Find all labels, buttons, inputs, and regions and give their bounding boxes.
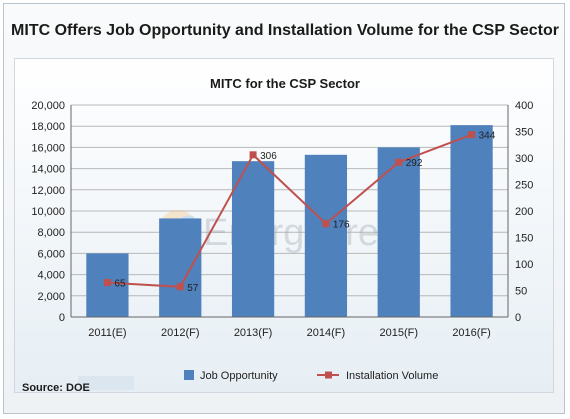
y-tick-right: 0: [515, 312, 521, 324]
y-tick-left: 8,000: [37, 227, 65, 239]
y-tick-right: 200: [515, 206, 533, 218]
y-tick-left: 20,000: [31, 100, 65, 112]
legend-label-job-opportunity: Job Opportunity: [200, 370, 278, 382]
line-marker: [468, 131, 476, 139]
data-label: 292: [406, 158, 423, 169]
line-marker: [249, 151, 257, 159]
chart-area: MITC for the CSP Sector 0 2,000 4,000 6,000 8…: [14, 58, 554, 393]
line-marker: [176, 283, 184, 291]
legend-swatch-bar: [184, 370, 194, 380]
y-tick-left: 6,000: [37, 248, 65, 260]
combo-chart: MITC for the CSP Sector 0 2,000 4,000 6,000 8…: [31, 76, 533, 382]
y-tick-right: 250: [515, 180, 533, 192]
data-label: 344: [479, 131, 496, 142]
y-tick-right: 400: [515, 100, 533, 112]
page-title: MITC Offers Job Opportunity and Installa…: [11, 22, 559, 39]
x-tick-label: 2014(F): [307, 327, 346, 339]
line-marker: [395, 158, 403, 166]
y-tick-right: 300: [515, 153, 533, 165]
y-tick-right: 350: [515, 127, 533, 139]
y-tick-left: 10,000: [31, 206, 65, 218]
chart-title: MITC for the CSP Sector: [210, 76, 360, 91]
data-label: 57: [187, 283, 199, 294]
y-tick-right: 100: [515, 259, 533, 271]
x-tick-label: 2012(F): [161, 327, 200, 339]
y-tick-right: 150: [515, 233, 533, 245]
bar-job-opportunity: [231, 161, 275, 317]
bar-job-opportunity: [304, 154, 348, 317]
y-tick-right: 50: [515, 286, 527, 298]
y-tick-left: 4,000: [37, 270, 65, 282]
data-label: 176: [333, 220, 350, 231]
line-marker: [103, 279, 111, 287]
bar-job-opportunity: [450, 125, 493, 317]
bar-job-opportunity: [159, 218, 202, 317]
source-strip: [78, 376, 134, 390]
y-tick-left: 12,000: [31, 185, 65, 197]
y-tick-left: 2,000: [37, 291, 65, 303]
data-label: 65: [114, 279, 126, 290]
data-label: 306: [260, 151, 277, 162]
y-tick-left: 14,000: [31, 164, 65, 176]
legend-marker: [325, 371, 332, 379]
source-note: Source: DOE: [22, 382, 90, 394]
bar-job-opportunity: [377, 147, 420, 317]
x-tick-label: 2016(F): [452, 327, 491, 339]
legend-label-installation-volume: Installation Volume: [346, 370, 438, 382]
y-tick-left: 18,000: [31, 121, 65, 133]
x-tick-label: 2013(F): [234, 327, 273, 339]
y-tick-left: 16,000: [31, 142, 65, 154]
x-tick-label: 2015(F): [379, 327, 418, 339]
x-tick-label: 2011(E): [88, 327, 126, 339]
line-installation-volume: [107, 133, 472, 288]
line-marker: [322, 220, 330, 228]
y-tick-left: 0: [59, 312, 65, 324]
